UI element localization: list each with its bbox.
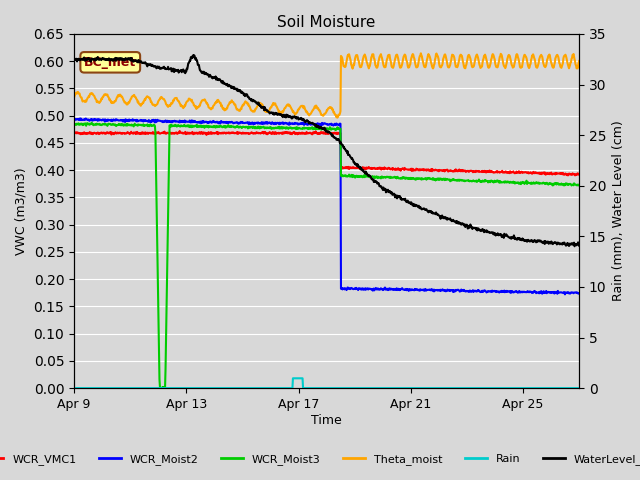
Y-axis label: Rain (mm), Water Level (cm): Rain (mm), Water Level (cm) bbox=[612, 120, 625, 301]
Text: BC_met: BC_met bbox=[84, 56, 136, 69]
X-axis label: Time: Time bbox=[311, 414, 342, 427]
Y-axis label: VWC (m3/m3): VWC (m3/m3) bbox=[15, 167, 28, 255]
Legend: WCR_VMC1, WCR_Moist2, WCR_Moist3, Theta_moist, Rain, WaterLevel_cm: WCR_VMC1, WCR_Moist2, WCR_Moist3, Theta_… bbox=[0, 450, 640, 469]
Title: Soil Moisture: Soil Moisture bbox=[277, 15, 376, 30]
